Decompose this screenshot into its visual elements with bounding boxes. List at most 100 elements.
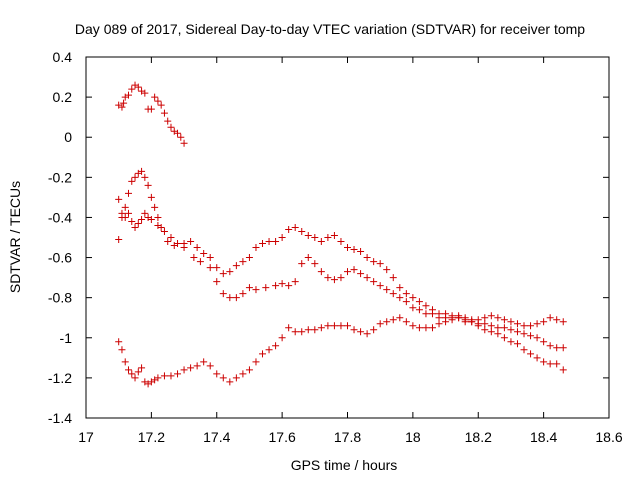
chart-title: Day 089 of 2017, Sidereal Day-to-day VTE… [75,21,585,37]
data-point [239,258,247,266]
data-point [344,244,351,252]
data-point [206,264,214,272]
data-point [500,324,508,332]
data-point [285,225,293,233]
data-point [206,254,214,262]
data-point [239,370,247,378]
data-point [134,219,142,227]
data-point [252,358,260,366]
data-point [213,278,221,286]
data-point [138,364,146,372]
data-point [160,109,168,117]
data-point [389,274,397,282]
data-point [317,238,325,246]
data-point [396,314,404,322]
data-point [500,334,508,342]
data-point [422,324,430,332]
data-point [396,284,404,292]
data-point [180,366,188,374]
data-point [304,231,312,239]
data-point [131,374,139,382]
data-point [527,350,535,358]
data-point [533,320,541,328]
data-point [285,324,293,332]
data-point [422,310,430,318]
data-point [389,290,397,298]
data-point [494,314,502,322]
data-point [118,103,126,111]
data-point [409,304,417,312]
y-tick-label: -0.6 [48,250,72,266]
data-point [213,370,221,378]
data-point [128,217,136,225]
data-point [164,238,172,246]
x-tick-label: 17.8 [334,429,361,445]
data-point [115,195,123,203]
data-point [553,316,561,324]
data-point [245,284,253,292]
data-point [435,320,443,328]
data-point [520,346,528,354]
data-point [232,294,240,302]
data-point [124,91,132,99]
x-tick-label: 18 [405,429,421,445]
data-point [415,306,423,314]
data-point [337,238,345,246]
data-point [259,240,267,248]
data-point [213,264,221,272]
data-point [448,314,456,322]
data-point [494,324,502,332]
data-point [200,358,208,366]
data-point [298,227,306,235]
data-point [147,215,155,223]
data-point [350,246,358,254]
data-point [272,342,280,350]
data-point [206,362,214,370]
data-point [272,238,280,246]
data-point [546,342,554,350]
x-tick-label: 17.6 [269,429,296,445]
data-point [232,262,240,270]
data-point [389,316,397,324]
data-point [193,244,201,252]
data-point [507,318,515,326]
data-point [245,366,253,374]
data-point [177,133,185,141]
data-point [157,101,165,109]
data-point [500,316,508,324]
y-tick-label: -0.4 [48,209,72,225]
data-point [415,298,423,306]
data-point [272,282,280,290]
data-point [350,326,358,334]
data-point [383,266,391,274]
data-point [262,284,270,292]
x-tick-label: 18.4 [530,429,557,445]
data-point [298,328,306,336]
data-point [138,167,146,175]
data-point [219,374,227,382]
data-point [546,314,554,322]
data-point [200,250,208,258]
data-point [363,330,371,338]
data-point [291,328,299,336]
y-tick-label: -1 [60,330,73,346]
data-point [540,338,548,346]
data-point [487,312,495,320]
data-point [252,286,260,294]
data-point [124,189,132,197]
data-point [324,322,332,330]
data-point [278,280,286,288]
data-point [147,193,155,201]
data-point [219,290,227,298]
y-tick-label: -0.2 [48,169,72,185]
data-point [559,344,567,352]
data-point [337,274,345,282]
data-point [151,93,159,101]
data-point [219,270,227,278]
y-tick-label: 0.2 [53,89,73,105]
data-point [553,360,561,368]
data-point [540,318,548,326]
data-point [520,330,528,338]
y-axis: 0.4 0.2 0 -0.2 -0.4 -0.6 -0.8 -1 -1.2 -1.4 [48,49,609,426]
